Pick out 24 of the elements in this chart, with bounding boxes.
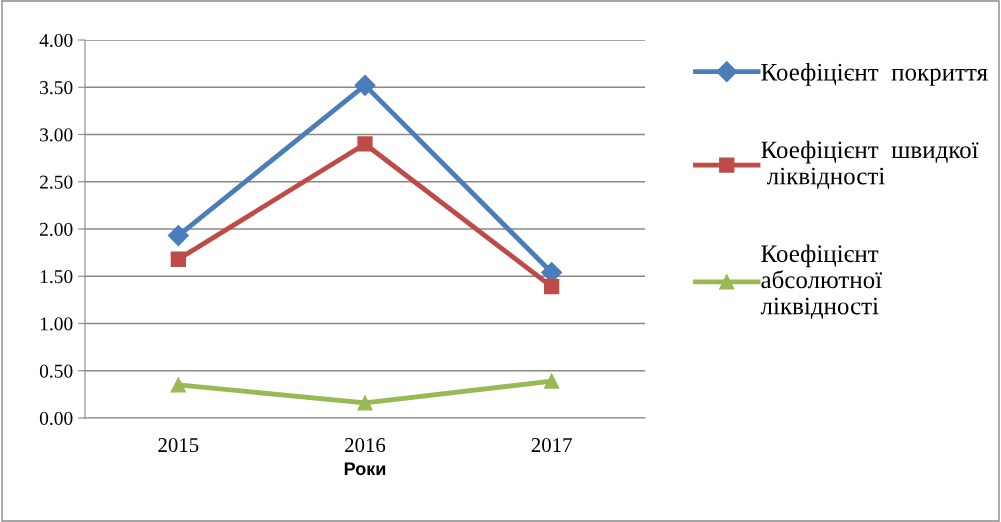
y-tick-label: 1.50 [40,270,73,284]
y-tick-label: 3.00 [40,128,73,142]
y-tick-label: 1.00 [40,317,73,331]
y-tick-label: 3.50 [40,81,73,95]
point [357,395,373,411]
point [167,225,189,247]
x-tick-label: 2015 [158,438,199,453]
y-tick-label: 4.00 [39,33,73,48]
y-tick-label: 0.50 [39,364,73,378]
legend-label: Коефіцієнт покриття [761,63,988,86]
point [170,377,186,393]
point [170,251,186,267]
point [357,136,373,152]
legend-label: Коефіцієнт швидкої ліквідності [761,140,979,190]
legend-label: Коефіцієнт абсолютної ліквідності [760,244,883,320]
point [544,373,560,389]
x-tick-label: 2016 [345,438,386,453]
x-tick-label: 2017 [531,438,572,453]
x-axis-title: Роки [344,462,386,476]
point [544,279,560,295]
y-tick-label: 0.00 [39,411,73,426]
y-tick-label: 2.50 [40,175,73,189]
y-tick-label: 2.00 [40,222,73,237]
point [354,74,376,96]
